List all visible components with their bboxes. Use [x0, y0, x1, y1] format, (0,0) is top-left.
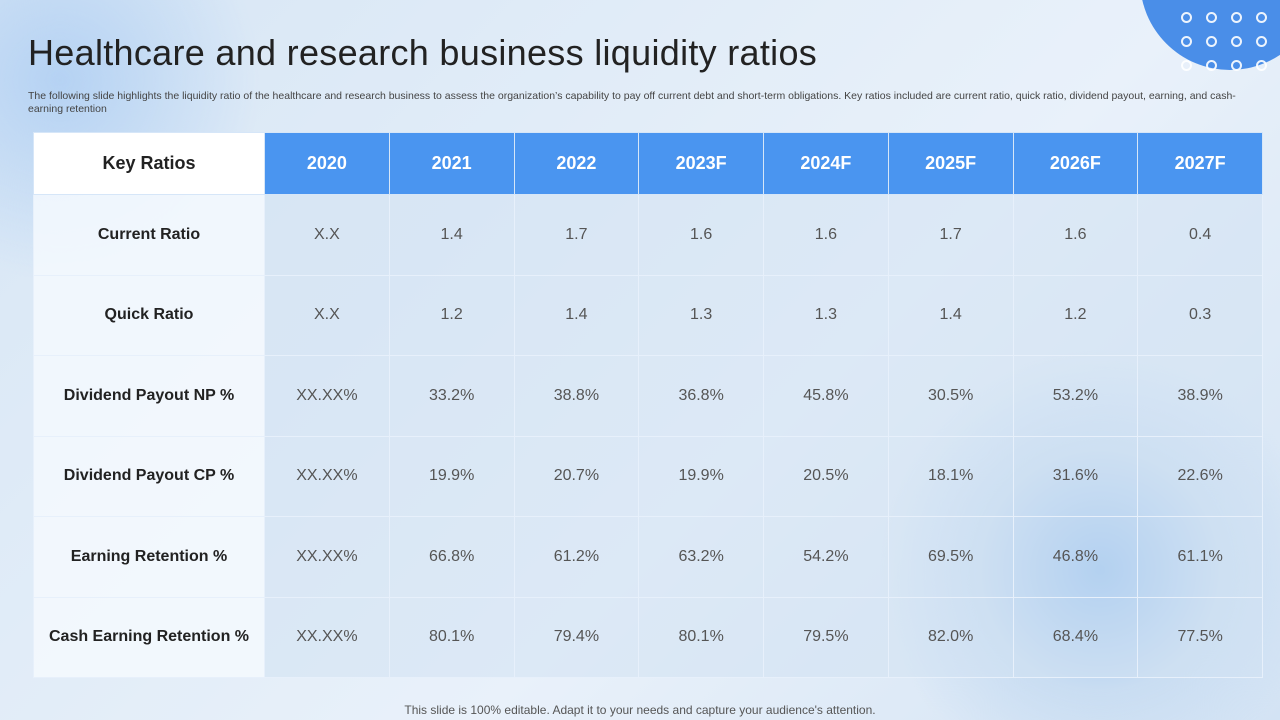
table-cell: 31.6%	[1012, 435, 1139, 517]
table-cell: 20.5%	[763, 435, 889, 517]
table-row: Current Ratio X.X 1.4 1.7 1.6 1.6 1.7 1.6 0.4	[33, 194, 1263, 276]
table-cell: 82.0%	[887, 596, 1014, 678]
table-row: Earning Retention % XX.XX% 66.8% 61.2% 63.2%…	[33, 516, 1263, 598]
row-label: Dividend Payout CP %	[33, 435, 265, 517]
table-cell: 38.8%	[513, 355, 640, 437]
table-row: Quick Ratio X.X 1.2 1.4 1.3 1.3 1.4 1.2 0.3	[33, 274, 1263, 356]
table-cell: XX.XX%	[264, 596, 390, 678]
column-header: 2021	[388, 132, 515, 195]
table-cell: 61.1%	[1137, 516, 1263, 598]
table-cell: 63.2%	[638, 516, 764, 598]
column-header: 2024F	[763, 132, 889, 195]
table-cell: 1.4	[388, 194, 515, 276]
table-cell: 79.4%	[513, 596, 640, 678]
column-header: 2026F	[1012, 132, 1139, 195]
table-cell: 80.1%	[638, 596, 764, 678]
table-row: Dividend Payout CP % XX.XX% 19.9% 20.7% 19.9…	[33, 435, 1263, 517]
row-label: Dividend Payout NP %	[33, 355, 265, 437]
footer-note: This slide is 100% editable. Adapt it to…	[404, 703, 876, 717]
table-cell: 1.2	[1012, 274, 1139, 356]
column-header: 2023F	[638, 132, 764, 195]
table-cell: XX.XX%	[264, 435, 390, 517]
row-label: Earning Retention %	[33, 516, 265, 598]
table-cell: X.X	[264, 194, 390, 276]
table-cell: 0.3	[1137, 274, 1263, 356]
table-cell: 1.4	[513, 274, 640, 356]
table-cell: XX.XX%	[264, 516, 390, 598]
decorative-dots	[1181, 12, 1268, 71]
table-cell: 1.4	[887, 274, 1014, 356]
column-header: 2027F	[1137, 132, 1263, 195]
table-cell: 79.5%	[763, 596, 889, 678]
table-cell: 0.4	[1137, 194, 1263, 276]
table-cell: 18.1%	[887, 435, 1014, 517]
table-cell: 36.8%	[638, 355, 764, 437]
table-cell: 80.1%	[388, 596, 515, 678]
row-label: Current Ratio	[33, 194, 265, 276]
table-row: Dividend Payout NP % XX.XX% 33.2% 38.8% 36.8…	[33, 355, 1263, 437]
column-header: Key Ratios	[33, 132, 265, 195]
table-cell: 68.4%	[1012, 596, 1139, 678]
table-cell: 77.5%	[1137, 596, 1263, 678]
column-header: 2020	[264, 132, 390, 195]
table-cell: 61.2%	[513, 516, 640, 598]
table-cell: 33.2%	[388, 355, 515, 437]
table-cell: 1.6	[1012, 194, 1139, 276]
subtitle: The following slide highlights the liqui…	[28, 90, 1236, 115]
table-cell: 1.3	[763, 274, 889, 356]
column-header: 2022	[513, 132, 640, 195]
table-cell: 1.6	[763, 194, 889, 276]
table-cell: 1.2	[388, 274, 515, 356]
page-title: Healthcare and research business liquidi…	[28, 32, 818, 73]
table-cell: 1.7	[887, 194, 1014, 276]
table-cell: 38.9%	[1137, 355, 1263, 437]
table-cell: 53.2%	[1012, 355, 1139, 437]
table-cell: 46.8%	[1012, 516, 1139, 598]
row-label: Cash Earning Retention %	[33, 596, 265, 678]
table-cell: 30.5%	[887, 355, 1014, 437]
table-cell: 54.2%	[763, 516, 889, 598]
table-cell: 69.5%	[887, 516, 1014, 598]
table-cell: 1.6	[638, 194, 764, 276]
table-row: Cash Earning Retention % XX.XX% 80.1% 79.4%…	[33, 596, 1263, 678]
table-cell: 20.7%	[513, 435, 640, 517]
table-cell: 19.9%	[638, 435, 764, 517]
table-cell: 66.8%	[388, 516, 515, 598]
table-cell: XX.XX%	[264, 355, 390, 437]
table-cell: 45.8%	[763, 355, 889, 437]
row-label: Quick Ratio	[33, 274, 265, 356]
column-header: 2025F	[887, 132, 1014, 195]
table-cell: 1.3	[638, 274, 764, 356]
liquidity-ratios-table: Key Ratios 2020 2021 2022 2023F 2024F 2025F 202…	[33, 132, 1263, 678]
table-cell: 19.9%	[388, 435, 515, 517]
table-cell: 22.6%	[1137, 435, 1263, 517]
table-cell: X.X	[264, 274, 390, 356]
table-cell: 1.7	[513, 194, 640, 276]
